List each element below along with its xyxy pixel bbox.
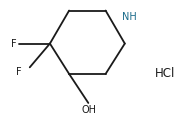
Text: F: F <box>16 67 22 77</box>
Text: OH: OH <box>82 105 97 115</box>
Text: HCl: HCl <box>155 67 175 80</box>
Text: NH: NH <box>122 11 137 22</box>
Text: F: F <box>11 39 16 49</box>
